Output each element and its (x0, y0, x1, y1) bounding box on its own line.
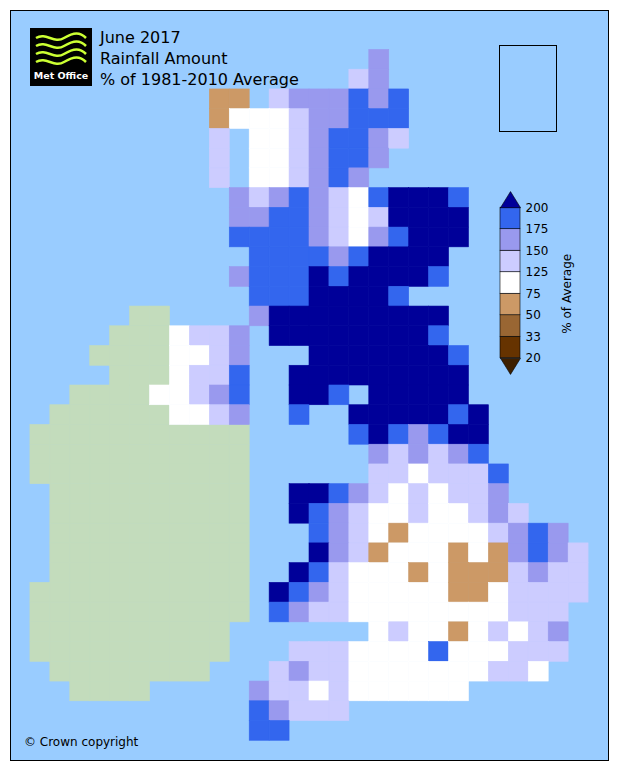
html-text:Rainfall Amount: Rainfall Amount (100, 49, 228, 68)
svg-text:150: 150 (526, 244, 549, 258)
svg-text:75: 75 (526, 287, 541, 301)
svg-text:175: 175 (526, 222, 549, 236)
html-text:June 2017: June 2017 (100, 28, 181, 47)
svg-text:Met Office: Met Office (34, 70, 89, 81)
html-text:% of 1981-2010 Average: % of 1981-2010 Average (100, 70, 299, 89)
svg-text:33: 33 (526, 330, 541, 344)
svg-text:20: 20 (526, 351, 541, 365)
html-text:© Crown copyright: © Crown copyright (24, 735, 139, 749)
svg-text:200: 200 (526, 201, 549, 215)
svg-text:125: 125 (526, 265, 549, 279)
svg-text:% of Average: % of Average (560, 254, 574, 334)
svg-text:50: 50 (526, 308, 541, 322)
